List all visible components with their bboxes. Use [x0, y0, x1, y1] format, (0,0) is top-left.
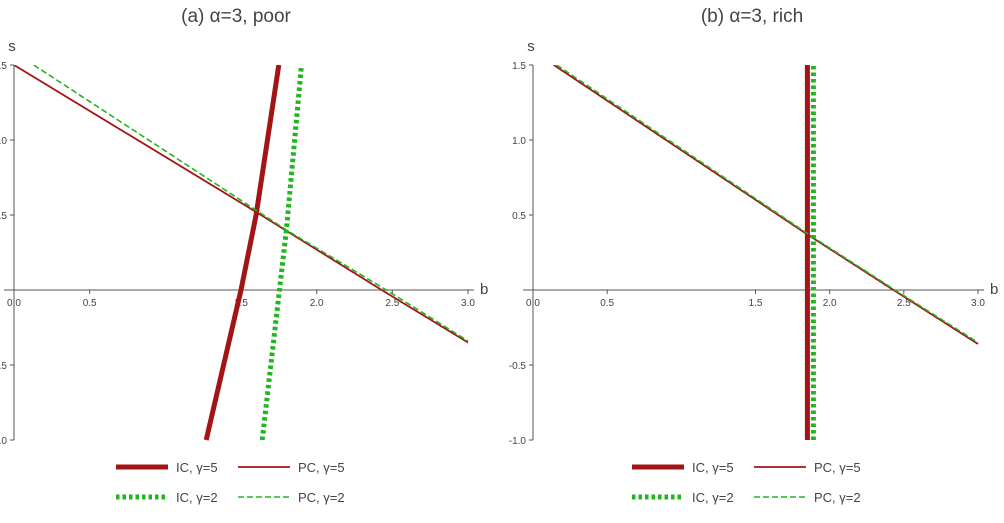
legend-label: PC, γ=5 [298, 460, 345, 475]
y-tick-label: 1.0 [0, 136, 7, 147]
x-tick-label: 0.5 [83, 298, 97, 309]
x-tick-label: 3.0 [461, 298, 475, 309]
legend-label: IC, γ=5 [176, 460, 218, 475]
series-line-pc-5 [13, 65, 469, 344]
y-axis-label: s [8, 38, 16, 55]
x-tick-label: 2.0 [310, 298, 324, 309]
legend-label: IC, γ=2 [176, 490, 218, 505]
y-tick-label: 0.5 [0, 211, 7, 222]
legend-label: IC, γ=2 [692, 490, 734, 505]
y-tick-label: 1.5 [0, 61, 7, 72]
x-tick-label: 0.0 [526, 298, 540, 309]
chart-title: (a) α=3, poor [181, 6, 291, 27]
y-tick-label: 1.0 [512, 136, 526, 147]
legend-label: PC, γ=2 [814, 490, 861, 505]
y-tick-label: -1.0 [0, 436, 7, 447]
x-tick-label: 3.0 [971, 298, 985, 309]
x-tick-label: 0.0 [7, 298, 21, 309]
x-tick-label: 0.5 [600, 298, 614, 309]
x-tick-label: 1.5 [234, 298, 248, 309]
y-tick-label: -0.5 [0, 361, 7, 372]
x-axis-label: b [480, 281, 488, 298]
legend: IC, γ=5 PC, γ=5 IC, γ=2 PC, γ=2 [116, 460, 345, 505]
chart-panel-1: (b) α=3, rich b s 0.0 0.5 1.5 2.0 2.5 3.0 -1.0 -0.… [509, 6, 999, 505]
y-tick-label: 1.5 [512, 61, 526, 72]
y-tick-label: -1.0 [509, 436, 527, 447]
series-line-pc-2 [556, 65, 979, 344]
series-line-ic-5 [203, 65, 282, 441]
series-group [13, 65, 469, 441]
chart-title: (b) α=3, rich [701, 6, 803, 27]
chart-panel-0: (a) α=3, poor b s 0.0 0.5 1.5 2.0 2.5 3.0 -1.0 -0.… [0, 6, 488, 505]
y-tick-label: 0.5 [512, 211, 526, 222]
y-tick-label: -0.5 [509, 361, 527, 372]
legend-label: IC, γ=5 [692, 460, 734, 475]
x-tick-label: 2.0 [823, 298, 837, 309]
series-line-pc-2 [33, 65, 469, 342]
x-axis-label: b [990, 281, 998, 298]
legend-label: PC, γ=5 [814, 460, 861, 475]
series-line-pc-5 [553, 65, 979, 345]
legend-label: PC, γ=2 [298, 490, 345, 505]
x-tick-label: 1.5 [749, 298, 763, 309]
x-tick-label: 2.5 [897, 298, 911, 309]
y-axis-label: s [527, 38, 535, 55]
x-tick-label: 2.5 [385, 298, 399, 309]
series-group [553, 65, 979, 440]
legend: IC, γ=5 PC, γ=5 IC, γ=2 PC, γ=2 [632, 460, 861, 505]
